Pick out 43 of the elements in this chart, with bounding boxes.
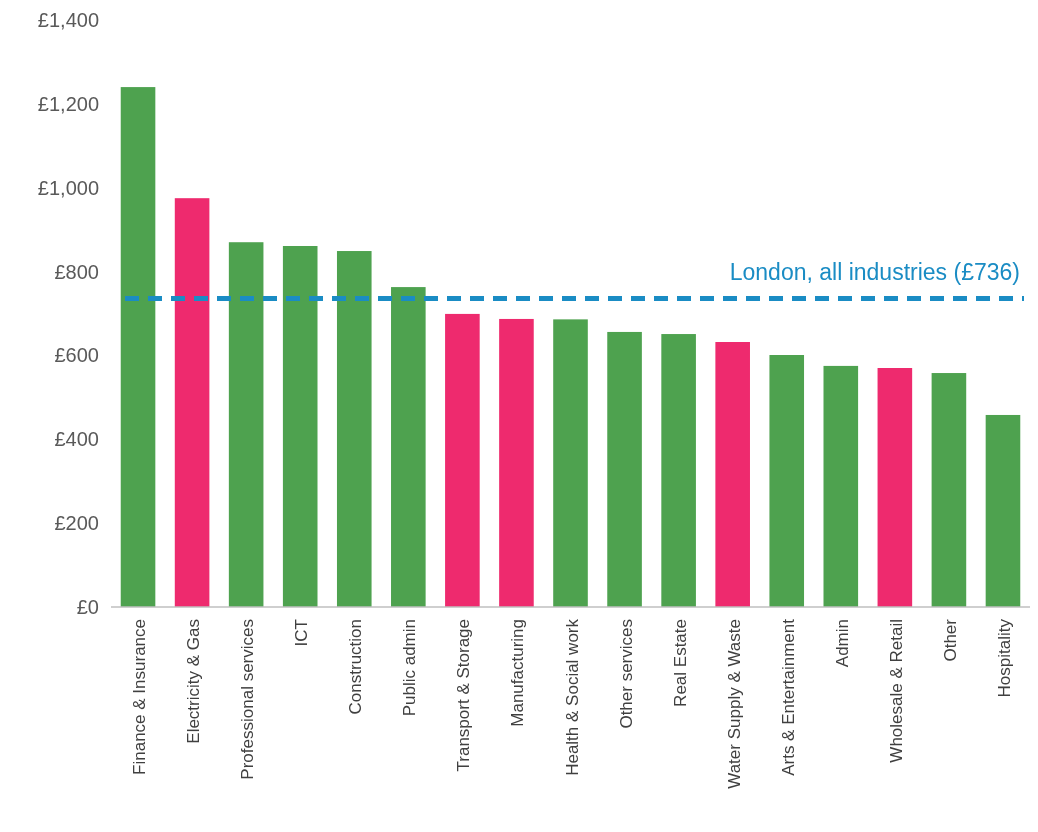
x-tick-label: Public admin: [400, 619, 420, 717]
bar: [607, 331, 642, 607]
x-tick-label: Other: [940, 618, 960, 662]
x-tick-label: Real Estate: [670, 619, 690, 707]
bar: [769, 355, 805, 607]
bar: [499, 318, 534, 607]
x-tick-label: Hospitality: [994, 618, 1014, 698]
x-tick-label: Arts & Entertainment: [778, 618, 798, 776]
x-tick-label: Other services: [616, 619, 636, 729]
bar: [391, 287, 426, 607]
bar: [174, 198, 210, 607]
bar: [877, 368, 913, 607]
x-tick-label: ICT: [292, 619, 312, 647]
bar: [553, 319, 588, 607]
bar: [931, 373, 967, 607]
bar: [445, 313, 480, 607]
x-tick-label: Water Supply & Waste: [724, 619, 744, 789]
y-tick-label: £1,200: [37, 92, 99, 115]
bar: [336, 251, 372, 607]
bar: [282, 246, 318, 607]
x-tick-label: Manufacturing: [508, 619, 528, 727]
x-tick-label: Admin: [832, 619, 852, 668]
bar: [715, 342, 750, 607]
x-tick-label: Finance & Insurance: [130, 619, 150, 775]
y-tick-label: £0: [76, 596, 99, 618]
bar: [120, 87, 156, 607]
x-tick-label: Health & Social work: [562, 618, 582, 776]
x-tick-label: Transport & Storage: [454, 619, 474, 772]
x-tick-label: Electricity & Gas: [184, 619, 204, 744]
bar: [985, 414, 1021, 607]
ref-line-label: London, all industries (£736): [729, 259, 1020, 286]
y-tick-label: £400: [54, 428, 99, 451]
bar: [661, 334, 696, 607]
x-tick-label: Professional services: [238, 619, 258, 780]
y-tick-label: £800: [54, 260, 99, 283]
y-tick-label: £1,000: [37, 176, 99, 199]
y-tick-label: £1,400: [37, 9, 99, 31]
x-tick-label: Wholesale & Retail: [886, 619, 906, 763]
y-tick-label: £600: [54, 344, 99, 367]
bar: [228, 242, 264, 607]
y-tick-label: £200: [54, 512, 99, 535]
x-tick-label: Construction: [346, 619, 366, 715]
bar: [823, 365, 859, 607]
